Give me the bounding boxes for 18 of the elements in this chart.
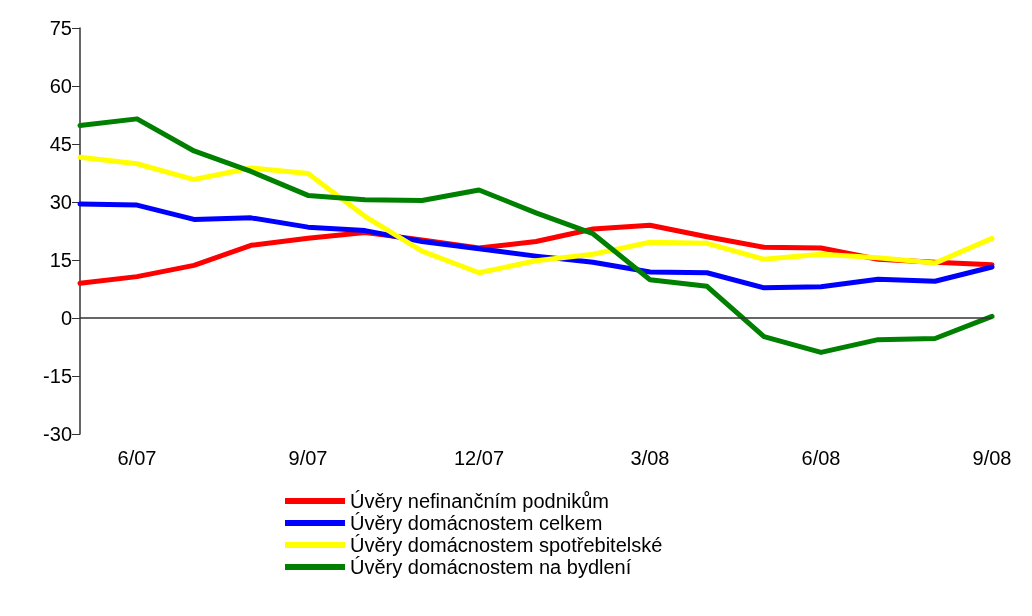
x-tick-label: 6/08 xyxy=(801,447,841,469)
x-tick-label: 12/07 xyxy=(453,447,505,469)
x-tick-label: 6/07 xyxy=(117,447,157,469)
y-tick-label: 45 xyxy=(49,133,72,155)
y-tick-label: -15 xyxy=(43,365,72,387)
legend-label: Úvěry nefinančním podnikům xyxy=(350,490,610,512)
y-tick-label: 0 xyxy=(60,307,72,329)
legend-label: Úvěry domácnostem celkem xyxy=(350,512,603,534)
x-tick-label: 3/08 xyxy=(630,447,670,469)
y-tick-label: 15 xyxy=(49,249,72,271)
legend-label: Úvěry domácnostem spotřebitelské xyxy=(350,534,663,556)
y-tick-label: -30 xyxy=(43,423,72,445)
y-tick-label: 75 xyxy=(49,17,72,39)
y-tick-label: 60 xyxy=(49,75,72,97)
legend-label: Úvěry domácnostem na bydlení xyxy=(350,556,632,578)
y-tick-label: 30 xyxy=(49,191,72,213)
x-tick-label: 9/07 xyxy=(288,447,328,469)
x-tick-label: 9/08 xyxy=(972,447,1012,469)
